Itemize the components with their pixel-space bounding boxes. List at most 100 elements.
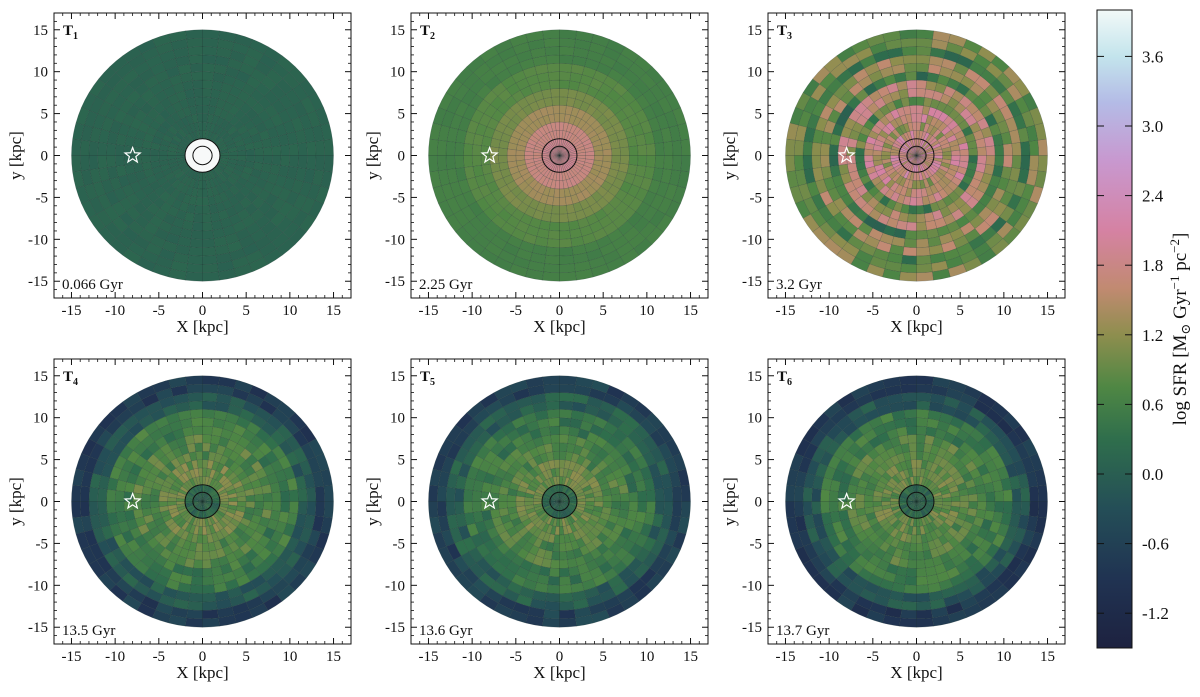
disk-cell xyxy=(916,425,928,436)
disk-cell xyxy=(916,54,931,65)
disk-cell xyxy=(559,592,574,603)
disk-cell xyxy=(498,147,508,156)
disk-cell xyxy=(271,501,282,512)
disk-cell xyxy=(280,490,291,502)
disk-cell xyxy=(559,254,575,265)
disk-cell xyxy=(628,145,639,156)
disk-cell xyxy=(820,489,831,502)
disk-cell xyxy=(550,88,560,98)
y-tick-label: 10 xyxy=(390,411,405,427)
disk-cell xyxy=(323,155,334,173)
disk-cell xyxy=(811,155,822,169)
disk-cell xyxy=(280,144,291,156)
y-tick-label: 5 xyxy=(755,107,763,123)
disk-cells xyxy=(785,375,1048,628)
x-tick-label: 10 xyxy=(639,649,654,665)
disk-cell xyxy=(1037,138,1048,156)
disk-cell xyxy=(454,501,465,515)
disk-cell xyxy=(236,155,247,162)
disk-cell xyxy=(106,501,117,514)
x-tick-label: 15 xyxy=(326,303,341,319)
disk-cell xyxy=(463,501,474,514)
disk-cell xyxy=(445,155,456,170)
disk-cell xyxy=(262,155,273,165)
disk-cell xyxy=(916,46,932,57)
disk-cell xyxy=(1011,155,1022,169)
disk-cell xyxy=(202,442,211,452)
disk-cell xyxy=(559,383,576,394)
disk-cell xyxy=(436,501,448,518)
disk-cell xyxy=(463,155,474,168)
y-tick-label: -15 xyxy=(742,274,762,290)
disk-cell xyxy=(454,155,465,169)
disk-cell xyxy=(905,567,917,578)
x-tick-label: 5 xyxy=(242,649,250,665)
disk-cell xyxy=(280,155,291,167)
disk-cell xyxy=(916,213,926,223)
y-tick-label: 0 xyxy=(41,495,49,511)
disk-cell xyxy=(903,409,917,419)
disk-cell xyxy=(559,221,571,232)
disk-cell xyxy=(910,534,917,544)
disk-cell xyxy=(1028,155,1040,172)
disk-cell xyxy=(902,54,917,65)
disk-cell xyxy=(306,501,317,516)
y-tick-label: 0 xyxy=(398,495,406,511)
disk-cell xyxy=(628,155,639,166)
disk-cell xyxy=(543,383,560,394)
disk-cell xyxy=(202,63,216,73)
disk-cell xyxy=(916,434,926,444)
disk-cell xyxy=(863,148,874,156)
disk-cell xyxy=(602,155,613,163)
disk-cell xyxy=(88,487,99,502)
disk-cell xyxy=(548,425,560,436)
disk-cell xyxy=(271,491,282,502)
y-tick-label: 15 xyxy=(747,23,762,39)
disk-cell xyxy=(916,576,929,586)
disk-cell xyxy=(680,484,691,502)
disk-cell xyxy=(106,155,117,168)
disk-cell xyxy=(916,254,932,265)
disk-cell xyxy=(916,221,928,232)
disk-cell xyxy=(186,37,203,48)
disk-cell xyxy=(645,489,656,502)
disk-cell xyxy=(202,263,219,274)
disk-cell xyxy=(202,576,215,586)
disk-cell xyxy=(663,487,674,502)
disk-cell xyxy=(916,559,926,569)
disk-cell xyxy=(916,79,928,90)
disk-cell xyxy=(916,450,924,461)
disk-cell xyxy=(202,71,215,81)
disk-cell xyxy=(185,271,203,282)
disk-cell xyxy=(654,488,665,502)
disk-cell xyxy=(916,246,931,257)
y-tick-label: 10 xyxy=(33,411,48,427)
disk-cell xyxy=(548,79,560,90)
panel-label-index: 3 xyxy=(787,31,792,42)
disk-cell xyxy=(547,417,560,427)
disk-cell xyxy=(637,144,648,156)
disk-cell xyxy=(79,139,91,156)
disk-cell xyxy=(619,146,630,156)
disk-cell xyxy=(559,271,577,282)
disk-cell xyxy=(908,205,917,215)
panel-label-letter: T xyxy=(63,23,73,39)
x-tick-label: -15 xyxy=(775,303,795,319)
disk-cells xyxy=(785,29,1048,282)
disk-cell xyxy=(645,501,656,514)
disk-cell xyxy=(872,149,883,156)
disk-cell xyxy=(547,71,560,81)
disk-cell xyxy=(314,485,326,502)
disk-cell xyxy=(97,501,108,515)
disk-cell xyxy=(428,138,439,156)
disk-cell xyxy=(547,230,560,240)
disk-cell xyxy=(916,567,928,578)
disk-cell xyxy=(202,417,215,427)
disk-cell xyxy=(546,584,560,594)
disk-cell xyxy=(189,238,203,248)
disk-cell xyxy=(463,143,474,156)
